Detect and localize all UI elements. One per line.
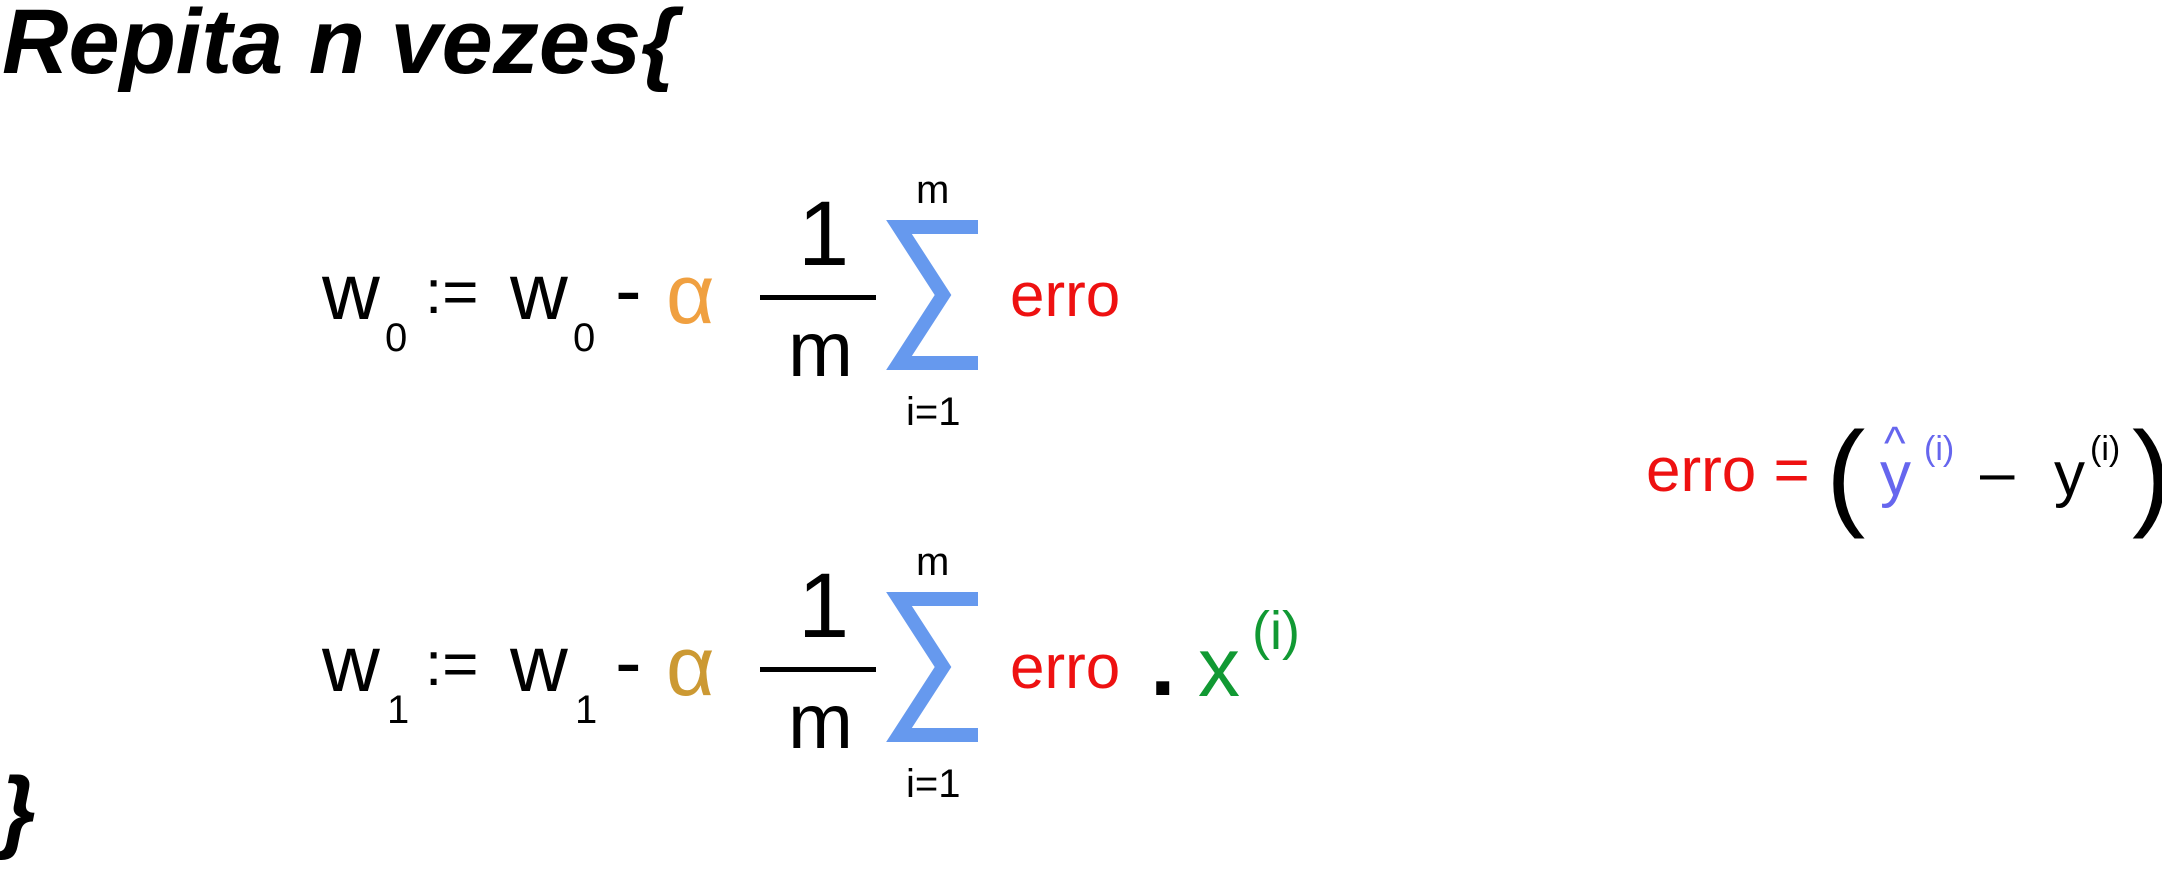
predicted-y-superscript: (i) bbox=[1924, 430, 1955, 468]
error-term: erro bbox=[1010, 261, 1121, 330]
sum-upper-limit: m bbox=[916, 540, 950, 584]
error-definition-lhs: erro = bbox=[1646, 436, 1810, 505]
fraction-denominator: m bbox=[788, 677, 853, 765]
assign-operator: := bbox=[425, 258, 479, 327]
sigma-summation-icon bbox=[886, 220, 978, 370]
sum-lower-limit: i=1 bbox=[906, 390, 961, 434]
hat-accent: ^ bbox=[1884, 417, 1906, 469]
w1-rhs-subscript: 1 bbox=[575, 688, 598, 732]
w1-lhs-subscript: 1 bbox=[387, 688, 410, 732]
fraction-bar bbox=[760, 667, 876, 672]
loop-close-brace: } bbox=[0, 759, 36, 861]
fraction-numerator: 1 bbox=[798, 555, 850, 657]
close-parenthesis: ) bbox=[2132, 415, 2162, 533]
minus-sign: – bbox=[1980, 438, 2015, 507]
fraction-denominator: m bbox=[788, 305, 853, 393]
w0-lhs-subscript: 0 bbox=[385, 316, 408, 360]
fraction-numerator: 1 bbox=[798, 183, 850, 285]
multiply-dot: . bbox=[1150, 613, 1176, 715]
w1-rhs: w bbox=[510, 619, 568, 708]
w1-lhs: w bbox=[322, 619, 380, 708]
error-term: erro bbox=[1010, 633, 1121, 702]
minus-sign: - bbox=[615, 245, 642, 334]
sum-lower-limit: i=1 bbox=[906, 762, 961, 806]
predicted-y: y bbox=[1880, 440, 1911, 509]
sum-upper-limit: m bbox=[916, 168, 950, 212]
open-parenthesis: ( bbox=[1826, 408, 1866, 540]
assign-operator: := bbox=[425, 630, 479, 699]
feature-x: x bbox=[1198, 620, 1240, 714]
alpha-learning-rate: α bbox=[666, 619, 715, 713]
fraction-bar bbox=[760, 295, 876, 300]
loop-header: Repita n vezes{ bbox=[2, 0, 677, 93]
w0-lhs: w bbox=[322, 247, 380, 336]
w0-rhs-subscript: 0 bbox=[573, 316, 596, 360]
minus-sign: - bbox=[615, 617, 642, 706]
feature-x-superscript: (i) bbox=[1252, 601, 1300, 661]
alpha-learning-rate: α bbox=[666, 247, 715, 341]
sigma-summation-icon bbox=[886, 592, 978, 742]
w0-rhs: w bbox=[510, 247, 568, 336]
actual-y-superscript: (i) bbox=[2090, 430, 2121, 468]
actual-y: y bbox=[2054, 440, 2085, 509]
